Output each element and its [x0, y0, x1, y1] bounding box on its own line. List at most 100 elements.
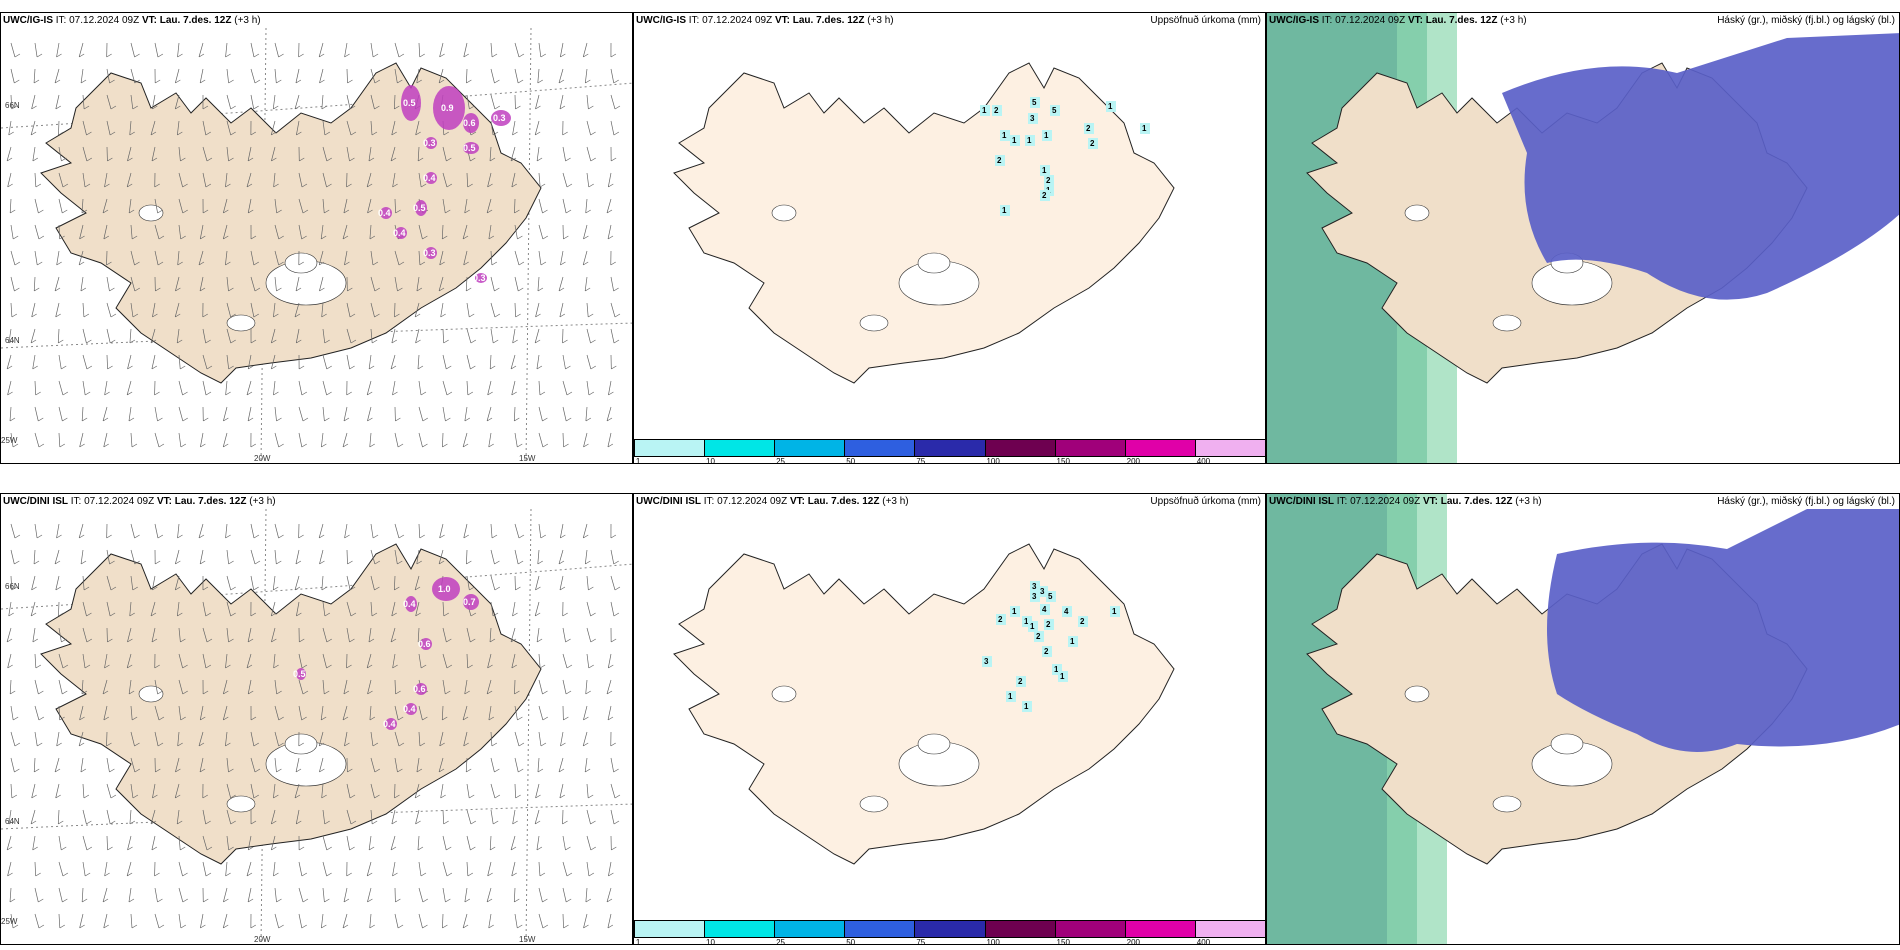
wind-barb — [226, 146, 234, 162]
wind-barb — [562, 354, 571, 370]
wind-barb — [583, 432, 589, 448]
wind-barb — [368, 835, 375, 851]
wind-barb — [200, 432, 206, 448]
wind-barb — [390, 146, 397, 162]
glacier — [284, 252, 318, 274]
wind-barb — [513, 887, 520, 903]
wind-barb — [488, 705, 495, 721]
wind-barb — [610, 120, 620, 136]
wind-barb — [202, 120, 211, 136]
wind-barb — [129, 328, 136, 344]
wind-barb — [178, 224, 186, 240]
wind-barb — [607, 913, 614, 929]
wind-barb — [30, 328, 37, 344]
wind-barb — [106, 94, 117, 110]
legend-tick: 150 — [1056, 938, 1070, 945]
precip-cell — [1042, 646, 1052, 657]
wind-barb — [178, 380, 188, 396]
wind-barb — [178, 913, 187, 929]
wind-barb — [9, 887, 16, 903]
wind-barb — [440, 302, 446, 318]
snow-area — [405, 703, 417, 715]
wind-barb — [418, 861, 427, 877]
wind-barb — [127, 354, 133, 370]
wind-snow-map: 66N 64N 25W 20W 15W 0.5 0.90.6 0.30.50.30.… — [1, 27, 632, 463]
wind-barb — [513, 406, 520, 422]
precip-cell — [995, 155, 1005, 166]
wind-barb — [342, 913, 349, 929]
wind-barb — [392, 653, 398, 669]
wind-barb — [246, 653, 253, 669]
wind-barb — [346, 120, 357, 136]
wind-barb — [466, 549, 472, 565]
legend-tick: 200 — [1126, 938, 1141, 945]
wind-barb — [34, 731, 43, 747]
wind-barb — [466, 809, 477, 825]
wind-barb — [226, 94, 236, 110]
wind-barb — [514, 731, 525, 747]
precip-cell — [1084, 123, 1094, 134]
wind-barb — [322, 172, 332, 188]
wind-barb — [199, 705, 206, 721]
snow-value: 0.3 — [423, 248, 436, 258]
wind-barb — [489, 835, 496, 851]
wind-barb — [346, 354, 355, 370]
wind-barb — [394, 757, 403, 773]
wind-barb — [346, 380, 352, 396]
wind-barb — [130, 68, 140, 84]
wind-barb — [81, 406, 88, 422]
wind-barb — [490, 523, 498, 539]
legend-swatch — [984, 921, 1055, 937]
wind-barb — [298, 432, 307, 448]
wind-barb — [298, 835, 305, 851]
wind-barb — [370, 250, 379, 266]
wind-barb — [10, 94, 17, 110]
wind-barb — [514, 575, 521, 591]
wind-barb — [490, 94, 501, 110]
wind-barb — [80, 276, 87, 292]
wind-barb — [154, 276, 161, 292]
legend-tick: 50 — [846, 457, 856, 464]
wind-barb — [6, 835, 13, 851]
wind-barb — [225, 653, 231, 669]
wind-barb — [394, 913, 404, 929]
wind-barb — [442, 835, 452, 851]
wind-barb — [394, 198, 401, 214]
wind-barb — [558, 68, 565, 84]
wind-barb — [126, 861, 133, 877]
precip-cell — [1025, 135, 1035, 146]
wind-barb — [178, 887, 189, 903]
wind-barb — [342, 705, 349, 721]
wind-barb — [534, 601, 541, 617]
wind-barb — [466, 354, 476, 370]
snow-area — [463, 113, 479, 133]
wind-barb — [320, 705, 327, 721]
wind-barb — [370, 42, 379, 58]
precip-value: 2 — [1018, 677, 1023, 686]
wind-barb — [104, 172, 110, 188]
wind-barb — [10, 913, 19, 929]
wind-barb — [199, 549, 206, 565]
wind-barb — [321, 783, 327, 799]
lon-label: 15W — [519, 935, 536, 944]
wind-barb — [538, 224, 549, 240]
precip-value: 2 — [1046, 176, 1051, 185]
wind-barb — [10, 757, 20, 773]
wind-barb — [130, 432, 138, 448]
wind-barb — [130, 302, 139, 318]
wind-barb — [394, 302, 400, 318]
wind-barb — [30, 809, 37, 825]
wind-barb — [536, 354, 543, 370]
wind-barb — [514, 432, 523, 448]
wind-barb — [130, 757, 141, 773]
wind-barb — [610, 68, 619, 84]
wind-barb — [442, 198, 451, 214]
wind-barb — [298, 250, 304, 266]
graticule — [1, 508, 632, 944]
legend-tick: 100 — [986, 457, 1000, 464]
wind-barb — [177, 250, 183, 266]
wind-barb — [34, 224, 45, 240]
precip-cell — [1058, 671, 1068, 682]
legend-tick: 10 — [706, 457, 715, 464]
wind-barb — [514, 224, 523, 240]
